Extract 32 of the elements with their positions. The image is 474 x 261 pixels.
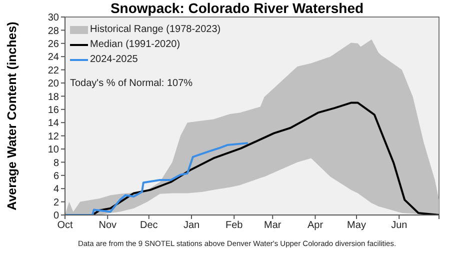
y-tick-label: 0 bbox=[53, 210, 60, 222]
x-tick-label: Nov bbox=[98, 220, 117, 232]
x-tick-label: Jan bbox=[183, 220, 200, 232]
x-tick-label: Feb bbox=[226, 220, 244, 232]
y-tick-label: 24 bbox=[48, 52, 60, 64]
y-tick-label: 14 bbox=[48, 118, 60, 130]
y-tick-label: 16 bbox=[48, 104, 60, 116]
y-tick-label: 22 bbox=[48, 65, 60, 76]
x-tick-label: Mar bbox=[264, 220, 282, 232]
y-tick-label: 18 bbox=[48, 92, 60, 103]
y-tick-label: 28 bbox=[48, 26, 60, 37]
y-axis-title: Average Water Content (inches) bbox=[4, 20, 20, 212]
y-tick-label: 8 bbox=[53, 158, 60, 169]
x-tick-label: May bbox=[347, 220, 366, 232]
line-series bbox=[65, 142, 249, 215]
y-tick-label: 26 bbox=[48, 38, 60, 50]
x-tick-label: Oct bbox=[57, 220, 73, 232]
annotation: Today's % of Normal: 107% bbox=[70, 78, 193, 89]
y-tick-label: 2 bbox=[53, 197, 60, 208]
y-tick-label: 6 bbox=[53, 170, 60, 182]
x-tick-label: Jun bbox=[391, 220, 408, 232]
chart-title: Snowpack: Colorado River Watershed bbox=[110, 0, 364, 16]
x-tick-label: Dec bbox=[140, 220, 158, 232]
y-tick-label: 20 bbox=[48, 78, 60, 90]
legend-label: Historical Range (1978-2023) bbox=[90, 24, 221, 35]
y-tick-label: 12 bbox=[48, 131, 60, 142]
x-tick-label: Apr bbox=[307, 220, 324, 232]
y-tick-label: 10 bbox=[48, 144, 60, 156]
y-tick-label: 30 bbox=[48, 12, 60, 24]
legend-label: Median (1991-2020) bbox=[90, 39, 180, 50]
y-tick-label: 4 bbox=[53, 184, 60, 196]
legend-label: 2024-2025 bbox=[90, 54, 138, 65]
